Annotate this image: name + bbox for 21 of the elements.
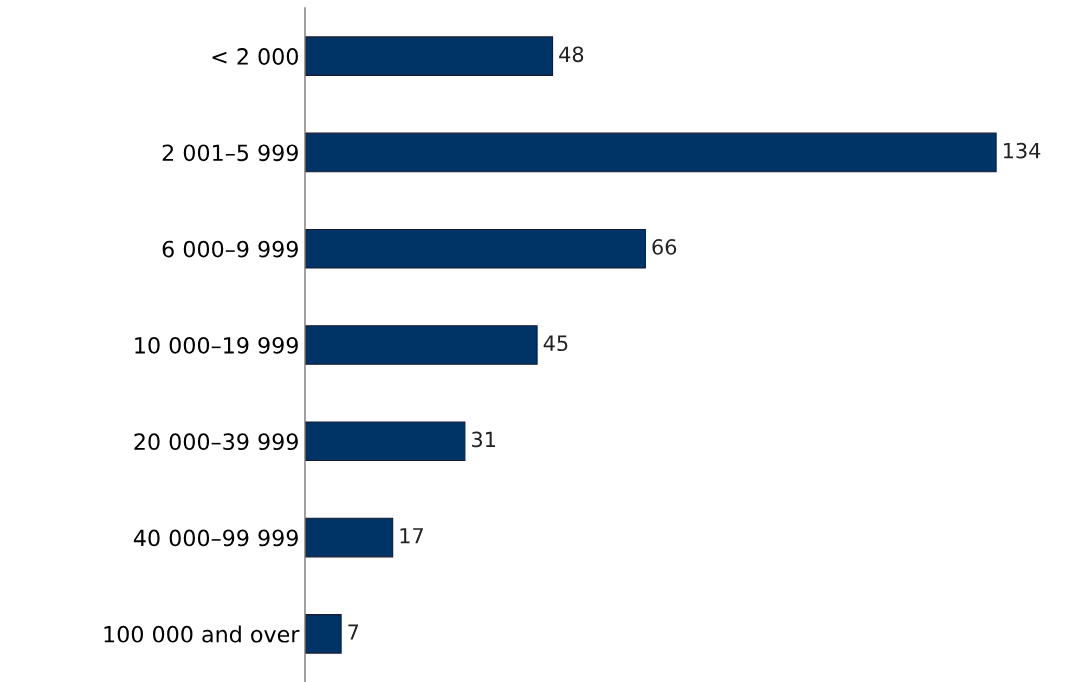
data-label: 7 (348, 624, 359, 640)
bar (305, 36, 554, 76)
data-label: 48 (559, 46, 584, 63)
bar (305, 228, 646, 269)
data-label: 31 (472, 431, 496, 448)
y-tick-label: 2 001–5 999 (162, 144, 298, 162)
y-tick-label: 10 000–19 999 (135, 336, 298, 354)
data-label: 45 (543, 335, 568, 352)
bar (305, 517, 394, 558)
y-tick-label: 6 000–9 999 (162, 240, 298, 258)
bar (305, 421, 466, 462)
data-label: 134 (1003, 142, 1041, 159)
y-tick-label: < 2 000 (212, 48, 298, 65)
bar (305, 325, 538, 365)
data-label: 66 (652, 239, 677, 255)
y-tick-label: 20 000–39 999 (134, 433, 298, 451)
y-tick-label: 40 000–99 999 (133, 529, 298, 547)
bar (305, 614, 342, 654)
y-tick-label: 100 000 and over (104, 625, 300, 643)
bar (305, 132, 997, 173)
data-label: 17 (400, 528, 423, 544)
